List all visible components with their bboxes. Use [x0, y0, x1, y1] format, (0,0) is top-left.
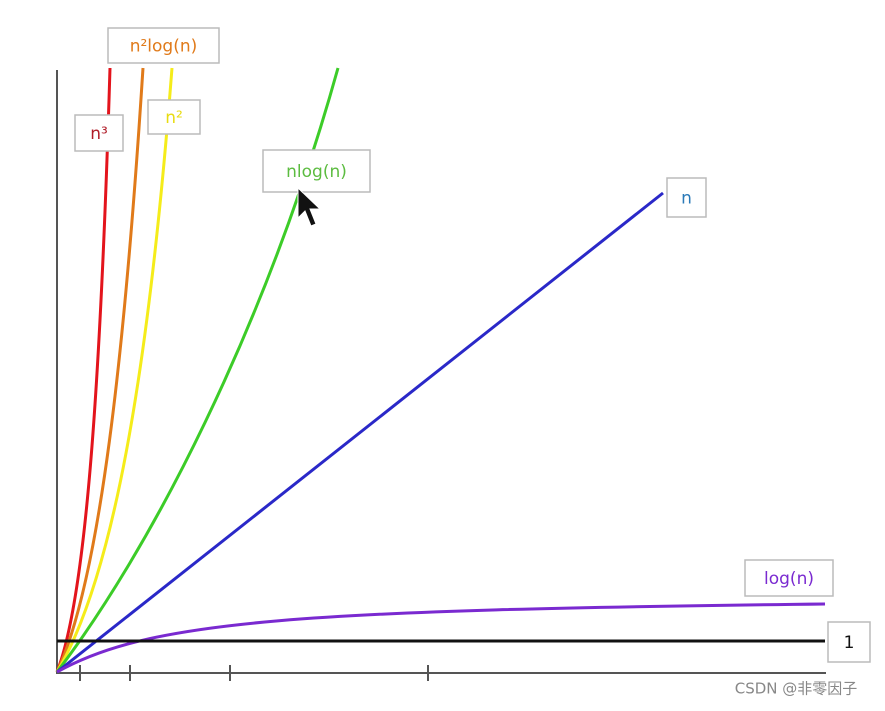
curve [55, 67, 112, 673]
curve-label: log(n) [764, 569, 814, 589]
curve-label: n [681, 189, 692, 209]
label-box [107, 27, 220, 64]
curve-label: n²log(n) [130, 37, 198, 57]
axes [56, 70, 826, 681]
label-box [74, 114, 124, 152]
curve-label: n² [165, 108, 183, 128]
curve [56, 191, 664, 674]
label-box [744, 559, 834, 597]
curve [55, 67, 174, 673]
curve [56, 602, 826, 674]
curve [55, 67, 145, 673]
label-box [147, 99, 201, 135]
curve-label: 1 [844, 633, 855, 653]
curve-label: n³ [90, 124, 108, 144]
label-box [666, 177, 707, 218]
label-box [827, 621, 871, 663]
watermark: CSDN @非零因子 [735, 680, 858, 698]
label-box [262, 149, 371, 193]
curve-label: nlog(n) [286, 162, 347, 182]
mouse-cursor [297, 186, 322, 227]
